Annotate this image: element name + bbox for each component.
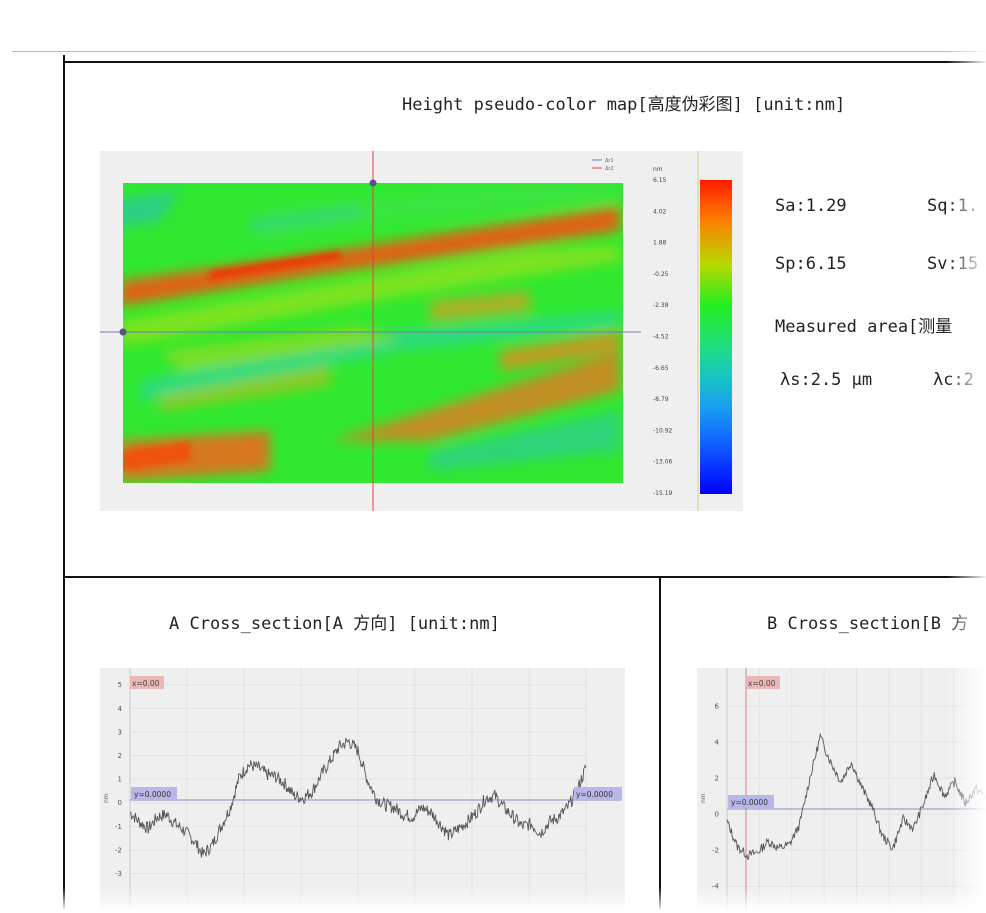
- colorbar-tick-label: -15.19: [653, 490, 673, 497]
- b-y-tick-label: 0: [715, 811, 719, 819]
- a-y-tick-label: 0: [118, 799, 122, 807]
- colorbar-tick-label: -4.52: [653, 334, 669, 341]
- section-a-chart: 5 4 3 2 1 0 -1 -2 -3 nm x=0.00 y=0.0000 y=0.0000: [103, 668, 622, 909]
- colorbar-tick-label: 1.88: [653, 240, 667, 247]
- section-a-y-unit: nm: [103, 793, 110, 803]
- section-b-title: B Cross_section[B 方: [767, 614, 969, 634]
- heightmap-chart: Δr1 Δr2 nm 6.15 4.02 1.88 -0.25 -2.38 -4.52 -6…: [100, 151, 732, 511]
- section-b-profile-line: [726, 732, 986, 860]
- a-y-tick-label: 3: [118, 728, 122, 736]
- colorbar-ticks: 6.15 4.02 1.88 -0.25 -2.38 -4.52 -6.65 -8.79 -10…: [653, 177, 673, 497]
- table-column-border: [659, 577, 661, 909]
- section-a-y-label: y=0.0000: [134, 790, 171, 799]
- section-b-y-ticks: 6 4 2 0 -2 -4: [712, 703, 720, 891]
- colorbar-tick-label: -6.65: [653, 365, 669, 372]
- b-y-tick-label: -2: [712, 847, 719, 855]
- colorbar: [700, 180, 732, 494]
- crosshair-left-handle[interactable]: [119, 328, 127, 336]
- stat-lambda-s: λs:2.5 μm: [780, 370, 873, 390]
- stat-measured-area: Measured area[测量: [775, 317, 953, 337]
- colorbar-tick-label: -2.38: [653, 302, 669, 309]
- section-b-x-label: x=0.00: [748, 679, 776, 688]
- a-y-tick-label: -1: [115, 823, 122, 831]
- section-b-chart: 6 4 2 0 -2 -4 nm x=0.00 y=0.0000: [700, 668, 986, 909]
- stat-sp: Sp:6.15: [775, 254, 847, 274]
- stat-sv: Sv:15: [927, 254, 979, 274]
- section-a-title: A Cross_section[A 方向] [unit:nm]: [169, 614, 500, 634]
- section-a-grid: [130, 668, 587, 909]
- top-divider: [12, 51, 986, 52]
- crosshair-top-handle[interactable]: [369, 179, 377, 187]
- b-y-tick-label: 6: [715, 703, 720, 711]
- a-y-tick-label: 5: [118, 681, 122, 689]
- stat-sa: Sa:1.29: [775, 196, 847, 216]
- section-b-panel: 6 4 2 0 -2 -4 nm x=0.00 y=0.0000: [697, 668, 986, 909]
- section-b-y-unit: nm: [700, 793, 707, 803]
- section-a-y-label-right: y=0.0000: [576, 790, 613, 799]
- a-y-tick-label: 1: [118, 776, 122, 784]
- colorbar-tick-label: -0.25: [653, 271, 669, 278]
- colorbar-tick-label: 6.15: [653, 177, 667, 184]
- left-border: [63, 55, 65, 909]
- colorbar-unit: nm: [653, 166, 663, 173]
- section-a-x-marker[interactable]: [130, 676, 164, 689]
- heightmap-title: Height pseudo-color map[高度伪彩图] [unit:nm]: [402, 95, 846, 115]
- legend-label-1: Δr1: [605, 158, 614, 164]
- section-a-y-marker[interactable]: [131, 787, 177, 800]
- section-b-y-marker[interactable]: [728, 795, 774, 808]
- legend-label-2: Δr2: [605, 166, 614, 172]
- section-a-y-ticks: 5 4 3 2 1 0 -1 -2 -3: [115, 681, 123, 878]
- table-middle-border: [63, 576, 986, 578]
- section-b-grid: [727, 668, 986, 909]
- table-top-border: [63, 61, 986, 63]
- heightmap-legend: Δr1 Δr2: [592, 158, 614, 172]
- a-y-tick-label: -3: [115, 870, 122, 878]
- section-a-profile-line: [129, 737, 587, 858]
- colorbar-tick-label: -8.79: [653, 396, 669, 403]
- b-y-tick-label: 4: [715, 739, 720, 747]
- colorbar-tick-label: -13.06: [653, 459, 673, 466]
- section-a-x-label: x=0.00: [132, 679, 160, 688]
- heightmap-panel: Δr1 Δr2 nm 6.15 4.02 1.88 -0.25 -2.38 -4.52 -6…: [100, 151, 743, 511]
- a-y-tick-label: 2: [118, 752, 122, 760]
- colorbar-tick-label: -10.92: [653, 427, 673, 434]
- section-b-x-marker[interactable]: [746, 676, 780, 689]
- stat-lambda-c: λc:2: [933, 370, 974, 390]
- section-b-y-label: y=0.0000: [731, 798, 768, 807]
- section-a-panel: 5 4 3 2 1 0 -1 -2 -3 nm x=0.00 y=0.0000 y=0.0000: [100, 668, 625, 909]
- a-y-tick-label: -2: [115, 846, 122, 854]
- colorbar-tick-label: 4.02: [653, 208, 667, 215]
- b-y-tick-label: 2: [715, 775, 719, 783]
- section-a-y-marker-right[interactable]: [574, 787, 622, 800]
- a-y-tick-label: 4: [118, 705, 123, 713]
- b-y-tick-label: -4: [712, 883, 720, 891]
- stat-sq: Sq:1.: [927, 196, 979, 216]
